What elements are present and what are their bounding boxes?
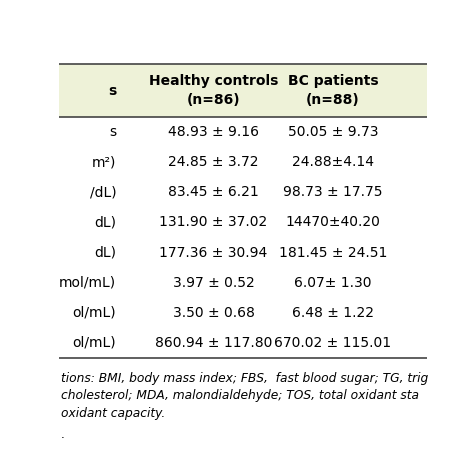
Text: 3.50 ± 0.68: 3.50 ± 0.68 bbox=[173, 306, 255, 320]
Text: s: s bbox=[109, 125, 116, 139]
Text: cholesterol; MDA, malondialdehyde; TOS, total oxidant sta: cholesterol; MDA, malondialdehyde; TOS, … bbox=[61, 389, 419, 402]
Text: 6.07± 1.30: 6.07± 1.30 bbox=[294, 276, 372, 290]
Text: 14470±40.20: 14470±40.20 bbox=[285, 216, 380, 229]
Text: dL): dL) bbox=[94, 216, 116, 229]
Text: 131.90 ± 37.02: 131.90 ± 37.02 bbox=[159, 216, 268, 229]
Text: s: s bbox=[108, 83, 116, 98]
Text: mol/mL): mol/mL) bbox=[59, 276, 116, 290]
Text: /dL): /dL) bbox=[90, 185, 116, 200]
Text: 24.88±4.14: 24.88±4.14 bbox=[292, 155, 374, 169]
Text: .: . bbox=[61, 428, 65, 441]
Text: 50.05 ± 9.73: 50.05 ± 9.73 bbox=[288, 125, 378, 139]
Text: 177.36 ± 30.94: 177.36 ± 30.94 bbox=[159, 246, 268, 260]
Text: 98.73 ± 17.75: 98.73 ± 17.75 bbox=[283, 185, 383, 200]
Text: 181.45 ± 24.51: 181.45 ± 24.51 bbox=[279, 246, 387, 260]
Text: 48.93 ± 9.16: 48.93 ± 9.16 bbox=[168, 125, 259, 139]
Text: 860.94 ± 117.80: 860.94 ± 117.80 bbox=[155, 336, 272, 350]
Text: 83.45 ± 6.21: 83.45 ± 6.21 bbox=[168, 185, 259, 200]
Text: m²): m²) bbox=[92, 155, 116, 169]
Text: ol/mL): ol/mL) bbox=[73, 306, 116, 320]
Text: 670.02 ± 115.01: 670.02 ± 115.01 bbox=[274, 336, 392, 350]
Text: ol/mL): ol/mL) bbox=[73, 336, 116, 350]
Bar bbox=[59, 64, 427, 117]
Text: Healthy controls
(n=86): Healthy controls (n=86) bbox=[149, 74, 278, 107]
Text: 24.85 ± 3.72: 24.85 ± 3.72 bbox=[168, 155, 259, 169]
Text: 3.97 ± 0.52: 3.97 ± 0.52 bbox=[173, 276, 255, 290]
Text: BC patients
(n=88): BC patients (n=88) bbox=[288, 74, 378, 107]
Text: tions: BMI, body mass index; FBS,  fast blood sugar; TG, trig: tions: BMI, body mass index; FBS, fast b… bbox=[61, 372, 428, 385]
Text: oxidant capacity.: oxidant capacity. bbox=[61, 407, 165, 420]
Text: dL): dL) bbox=[94, 246, 116, 260]
Text: 6.48 ± 1.22: 6.48 ± 1.22 bbox=[292, 306, 374, 320]
